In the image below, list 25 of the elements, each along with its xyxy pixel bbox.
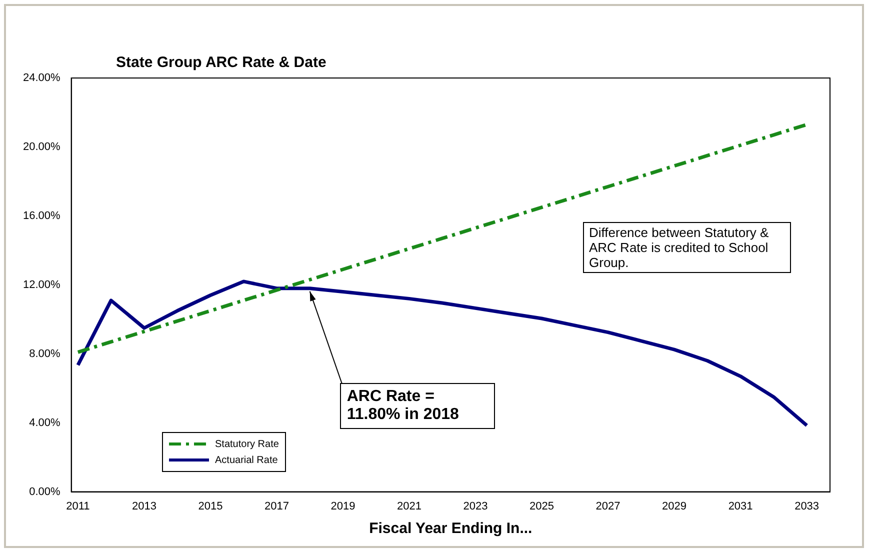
x-axis-title: Fiscal Year Ending In...	[369, 520, 532, 538]
y-tick-label: 8.00%	[29, 348, 61, 360]
chart-title: State Group ARC Rate & Date	[116, 54, 326, 71]
y-tick-label: 24.00%	[22, 72, 61, 84]
x-tick-label: 2015	[198, 500, 223, 512]
legend-label: Statutory Rate	[215, 438, 279, 450]
x-tick-label: 2019	[330, 500, 356, 512]
x-tick-label: 2011	[66, 500, 90, 512]
y-tick-label: 20.00%	[22, 141, 61, 153]
x-tick-label: 2025	[530, 500, 554, 512]
legend-label: Actuarial Rate	[215, 454, 278, 466]
x-tick-label: 2017	[264, 500, 289, 512]
x-tick-label: 2033	[794, 500, 820, 512]
y-tick-label: 0.00%	[29, 486, 61, 498]
x-tick-label: 2027	[596, 500, 620, 512]
x-tick-label: 2029	[662, 500, 687, 512]
y-tick-label: 12.00%	[22, 278, 61, 291]
x-tick-label: 2021	[397, 500, 422, 512]
x-tick-label: 2031	[728, 500, 753, 512]
annotation: Difference between Statutory & ARC Rate is credited to School Group.	[583, 222, 791, 273]
x-tick-label: 2023	[463, 500, 488, 512]
x-tick-label: 2013	[132, 500, 156, 512]
y-tick-label: 16.00%	[22, 210, 61, 222]
y-tick-label: 4.00%	[29, 416, 61, 429]
annotation: ARC Rate = 11.80% in 2018	[340, 383, 495, 430]
